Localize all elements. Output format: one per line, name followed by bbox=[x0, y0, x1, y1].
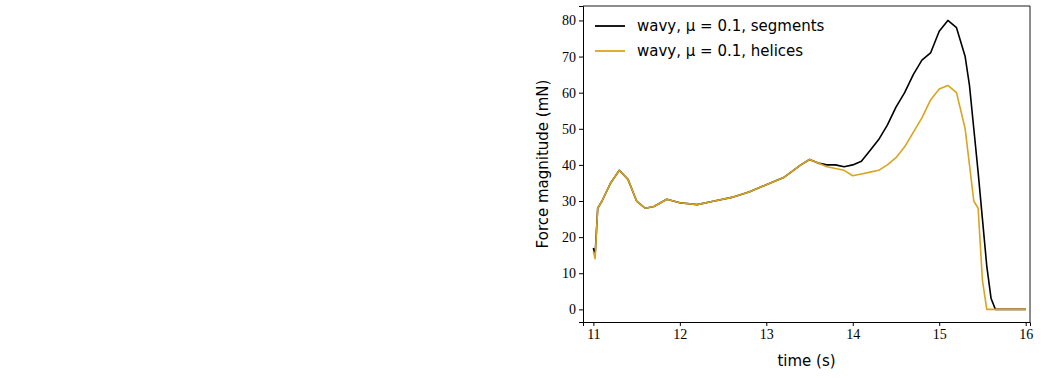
frame bbox=[583, 6, 1030, 7]
x-tick-mark bbox=[766, 322, 767, 326]
y-axis: 0 10 20 30 40 50 60 70 80 bbox=[562, 7, 584, 323]
x-tick: 14 bbox=[846, 322, 860, 342]
x-tick-mark bbox=[593, 322, 594, 326]
legend-swatch bbox=[595, 50, 625, 52]
y-tick-mark bbox=[579, 57, 583, 58]
y-tick-label: 70 bbox=[562, 50, 576, 65]
x-tick: 11 bbox=[587, 322, 600, 342]
y-axis-line bbox=[579, 7, 584, 323]
x-tick-mark bbox=[853, 322, 854, 326]
y-tick-mark bbox=[579, 201, 583, 202]
y-tick-label: 0 bbox=[569, 302, 576, 317]
y-tick: 30 bbox=[562, 194, 583, 209]
y-axis-title: Force magnitude (mN) bbox=[534, 80, 552, 249]
x-tick: 13 bbox=[760, 322, 774, 342]
y-tick-mark bbox=[579, 309, 583, 310]
x-tick-label: 12 bbox=[673, 327, 687, 342]
x-tick-label: 13 bbox=[760, 327, 774, 342]
x-tick-label: 11 bbox=[587, 327, 600, 342]
y-tick-label: 20 bbox=[562, 230, 576, 245]
x-axis-line bbox=[584, 323, 1031, 327]
x-tick-mark bbox=[939, 322, 940, 326]
y-tick-mark bbox=[579, 93, 583, 94]
y-tick-label: 60 bbox=[562, 86, 576, 101]
x-axis: 11 12 13 14 15 16 bbox=[584, 322, 1034, 342]
frame bbox=[1030, 6, 1031, 322]
y-tick: 50 bbox=[562, 122, 583, 137]
series-line bbox=[593, 85, 1025, 309]
x-tick: 16 bbox=[1019, 322, 1033, 342]
legend-label: wavy, μ = 0.1, segments bbox=[637, 17, 825, 35]
y-tick-label: 50 bbox=[562, 122, 576, 137]
x-tick-label: 15 bbox=[933, 327, 947, 342]
y-tick-mark bbox=[579, 273, 583, 274]
y-tick: 10 bbox=[562, 266, 583, 281]
y-tick-mark bbox=[579, 237, 583, 238]
x-tick-mark bbox=[1026, 322, 1027, 326]
y-tick-label: 80 bbox=[562, 13, 576, 28]
y-tick: 70 bbox=[562, 50, 583, 65]
y-tick-mark bbox=[579, 129, 583, 130]
y-tick-mark bbox=[579, 165, 583, 166]
plot-area bbox=[593, 20, 1025, 309]
y-tick: 80 bbox=[562, 13, 583, 28]
y-tick-label: 30 bbox=[562, 194, 576, 209]
y-tick: 0 bbox=[569, 302, 583, 317]
y-tick-label: 40 bbox=[562, 158, 576, 173]
y-tick: 40 bbox=[562, 158, 583, 173]
x-tick-label: 16 bbox=[1019, 327, 1033, 342]
series-line bbox=[593, 20, 1025, 309]
legend: wavy, μ = 0.1, segments wavy, μ = 0.1, he… bbox=[595, 17, 825, 60]
legend-swatch bbox=[595, 25, 625, 27]
x-tick: 12 bbox=[673, 322, 687, 342]
y-tick: 20 bbox=[562, 230, 583, 245]
x-tick: 15 bbox=[933, 322, 947, 342]
y-tick-mark bbox=[579, 20, 583, 21]
chart: 11 12 13 14 15 16 0 10 20 30 40 50 60 70 80 time (s) For… bbox=[0, 0, 1049, 378]
x-axis-title: time (s) bbox=[777, 352, 835, 370]
legend-label: wavy, μ = 0.1, helices bbox=[637, 42, 803, 60]
y-tick-label: 10 bbox=[562, 266, 576, 281]
x-tick-label: 14 bbox=[846, 327, 860, 342]
x-tick-mark bbox=[680, 322, 681, 326]
y-tick: 60 bbox=[562, 86, 583, 101]
